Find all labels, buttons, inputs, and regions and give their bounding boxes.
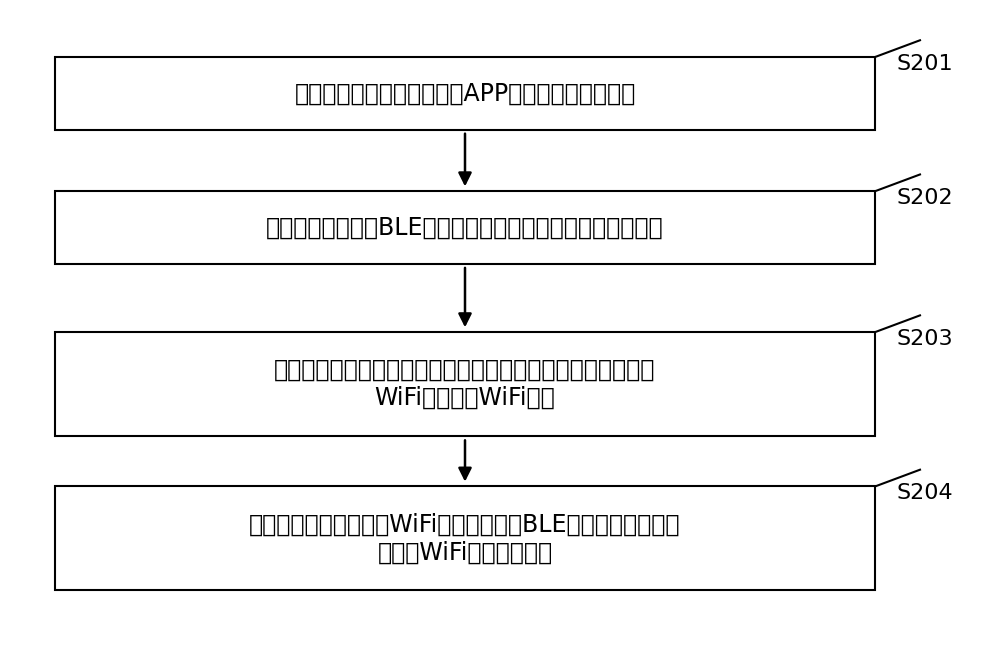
Text: S201: S201 — [897, 54, 954, 74]
Text: 第一工业机器人识别出组网命令后，启动第一工业机器人上的: 第一工业机器人识别出组网命令后，启动第一工业机器人上的 — [274, 358, 656, 382]
Text: S202: S202 — [897, 188, 954, 208]
Bar — [55, 57, 875, 130]
Text: S204: S204 — [897, 483, 954, 503]
Text: 在第一工业机器人建立WiFi热点后，基于BLE技术向第一用户终: 在第一工业机器人建立WiFi热点后，基于BLE技术向第一用户终 — [249, 513, 681, 536]
Bar — [55, 486, 875, 590]
Text: S203: S203 — [897, 329, 954, 349]
Bar — [55, 332, 875, 436]
Text: 用户基于第一用户终端上的APP客户端生成组网指令: 用户基于第一用户终端上的APP客户端生成组网指令 — [294, 81, 636, 105]
Bar — [55, 191, 875, 264]
Text: 第一用户终端采用BLE技术将组网指令发送给第一工业机器人: 第一用户终端采用BLE技术将组网指令发送给第一工业机器人 — [266, 215, 664, 240]
Text: WiFi模组建立WiFi热点: WiFi模组建立WiFi热点 — [375, 386, 555, 410]
Text: 端反馈WiFi热点成功消息: 端反馈WiFi热点成功消息 — [377, 541, 553, 564]
